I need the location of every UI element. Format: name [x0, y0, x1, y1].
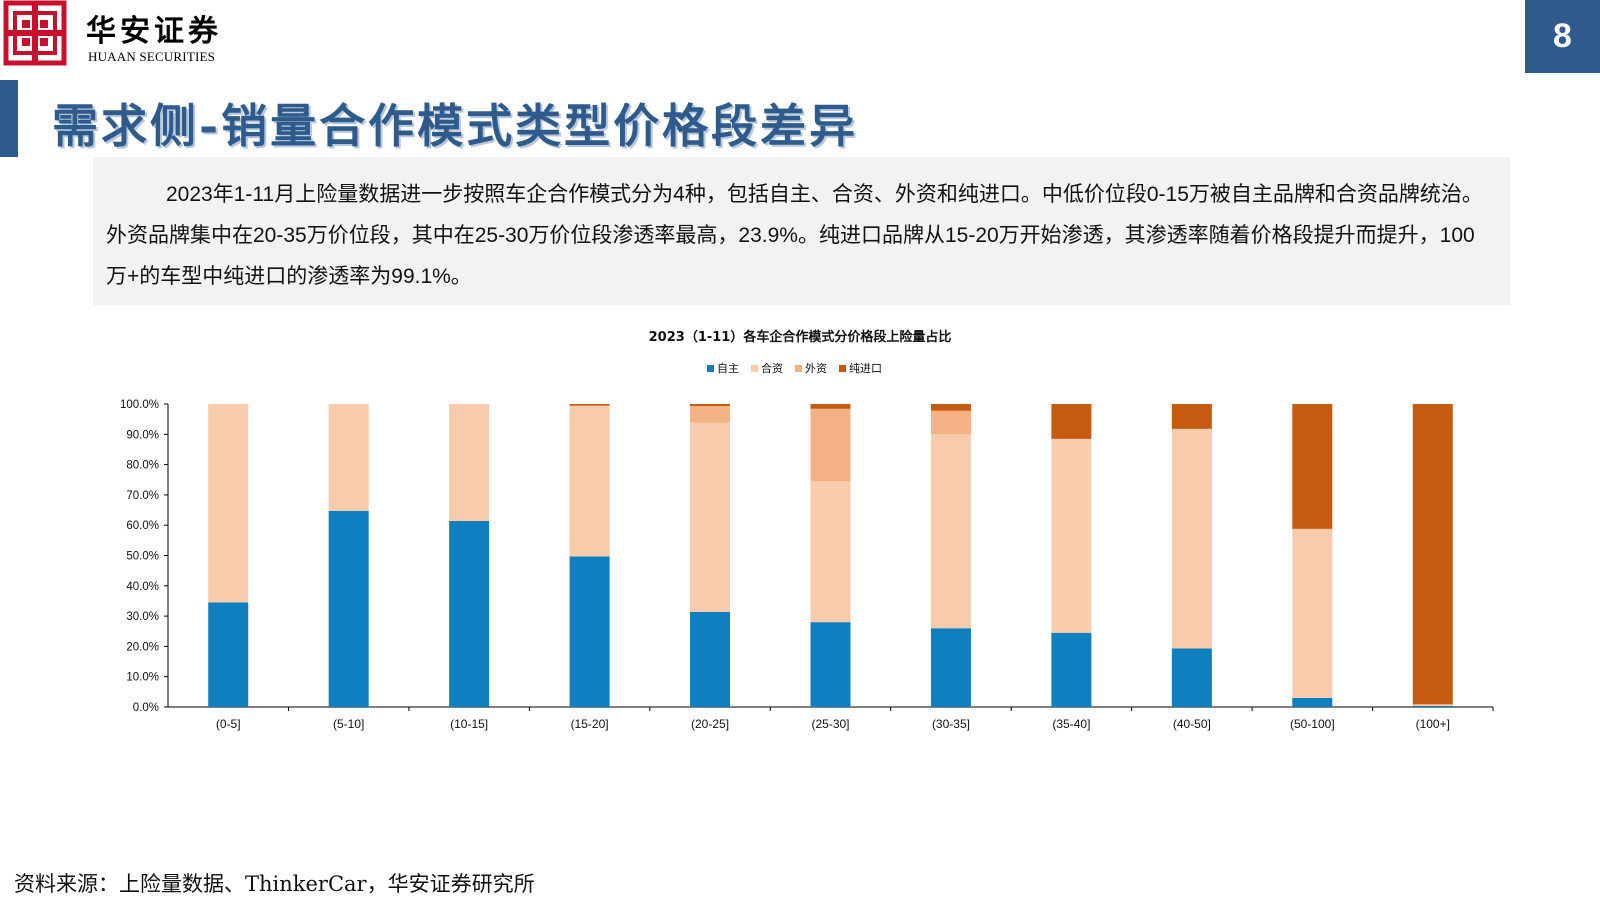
x-tick-label: (20-25]	[691, 717, 729, 731]
bar-3-7	[1051, 404, 1092, 439]
x-tick-label: (0-5]	[216, 717, 241, 731]
x-tick-label: (100+]	[1416, 717, 1450, 731]
y-tick-label: 80.0%	[126, 460, 159, 472]
legend-swatch-0	[707, 365, 714, 372]
bar-1-4	[690, 422, 731, 612]
y-tick-label: 30.0%	[126, 611, 159, 623]
y-tick-label: 50.0%	[126, 551, 159, 563]
summary-text: 2023年1-11月上险量数据进一步按照车企合作模式分为4种，包括自主、合资、外…	[93, 157, 1510, 305]
bar-2-9	[1292, 528, 1333, 530]
bar-3-6	[930, 404, 971, 411]
bar-0-3	[569, 556, 610, 707]
bar-2-4	[690, 406, 731, 423]
page-title: 需求侧-销量合作模式类型价格段差异	[52, 99, 859, 153]
bar-3-9	[1292, 404, 1333, 529]
huaan-logo-icon	[3, 0, 67, 66]
bar-2-3	[569, 405, 610, 407]
bar-0-2	[449, 520, 490, 707]
bar-1-3	[569, 406, 610, 557]
legend-label-1: 合资	[761, 361, 783, 375]
y-tick-label: 20.0%	[126, 641, 159, 653]
bar-2-5	[810, 408, 851, 482]
bar-0-5	[810, 622, 851, 707]
bar-1-7	[1051, 438, 1092, 633]
bar-2-10	[1412, 704, 1453, 705]
y-tick-label: 10.0%	[126, 672, 159, 684]
x-tick-label: (30-35]	[932, 717, 970, 731]
bar-1-10	[1412, 704, 1453, 706]
x-tick-label: (35-40]	[1052, 717, 1090, 731]
bar-1-9	[1292, 529, 1333, 698]
bar-0-9	[1292, 697, 1333, 707]
bar-0-1	[328, 510, 369, 707]
x-tick-label: (5-10]	[333, 717, 364, 731]
x-tick-label: (50-100]	[1290, 717, 1335, 731]
title-accent-bar	[0, 80, 18, 157]
source-note: 资料来源：上险量数据、ThinkerCar，华安证券研究所	[14, 872, 535, 896]
bar-0-7	[1051, 632, 1092, 707]
y-tick-label: 90.0%	[126, 429, 159, 441]
bar-0-4	[690, 611, 731, 707]
bar-1-6	[930, 434, 971, 629]
x-tick-label: (25-30]	[811, 717, 849, 731]
bar-1-8	[1171, 428, 1212, 649]
legend-label-0: 自主	[717, 362, 739, 375]
brand-name-cn: 华安证券	[86, 14, 222, 49]
brand-name-en: HUAAN SECURITIES	[88, 49, 216, 64]
x-tick-label: (15-20]	[571, 717, 609, 731]
bar-1-1	[328, 404, 369, 511]
bar-0-10	[1412, 705, 1453, 707]
y-tick-label: 100.0%	[120, 399, 159, 411]
chart-title: 2023（1-11）各车企合作模式分价格段上险量占比	[649, 329, 952, 345]
page-number: 8	[1525, 0, 1600, 73]
x-tick-label: (10-15]	[450, 717, 488, 731]
y-tick-label: 0.0%	[133, 702, 159, 714]
bar-3-4	[690, 404, 731, 407]
legend-swatch-1	[751, 365, 758, 372]
legend-swatch-2	[795, 365, 802, 372]
bar-1-2	[449, 404, 490, 521]
bar-2-6	[930, 410, 971, 435]
bar-3-5	[810, 404, 851, 409]
legend-swatch-3	[839, 365, 846, 372]
legend-label-3: 纯进口	[849, 362, 882, 375]
y-tick-label: 60.0%	[126, 520, 159, 532]
bar-0-6	[930, 628, 971, 707]
y-tick-label: 70.0%	[126, 490, 159, 502]
bar-3-10	[1412, 404, 1453, 705]
bar-3-8	[1171, 404, 1212, 429]
bar-0-8	[1171, 648, 1212, 707]
bar-1-0	[208, 404, 249, 603]
bar-1-5	[810, 481, 851, 623]
y-tick-label: 40.0%	[126, 581, 159, 593]
legend-label-2: 外资	[805, 362, 827, 375]
bar-3-3	[569, 404, 610, 406]
x-tick-label: (40-50]	[1173, 717, 1211, 731]
bar-0-0	[208, 602, 249, 707]
